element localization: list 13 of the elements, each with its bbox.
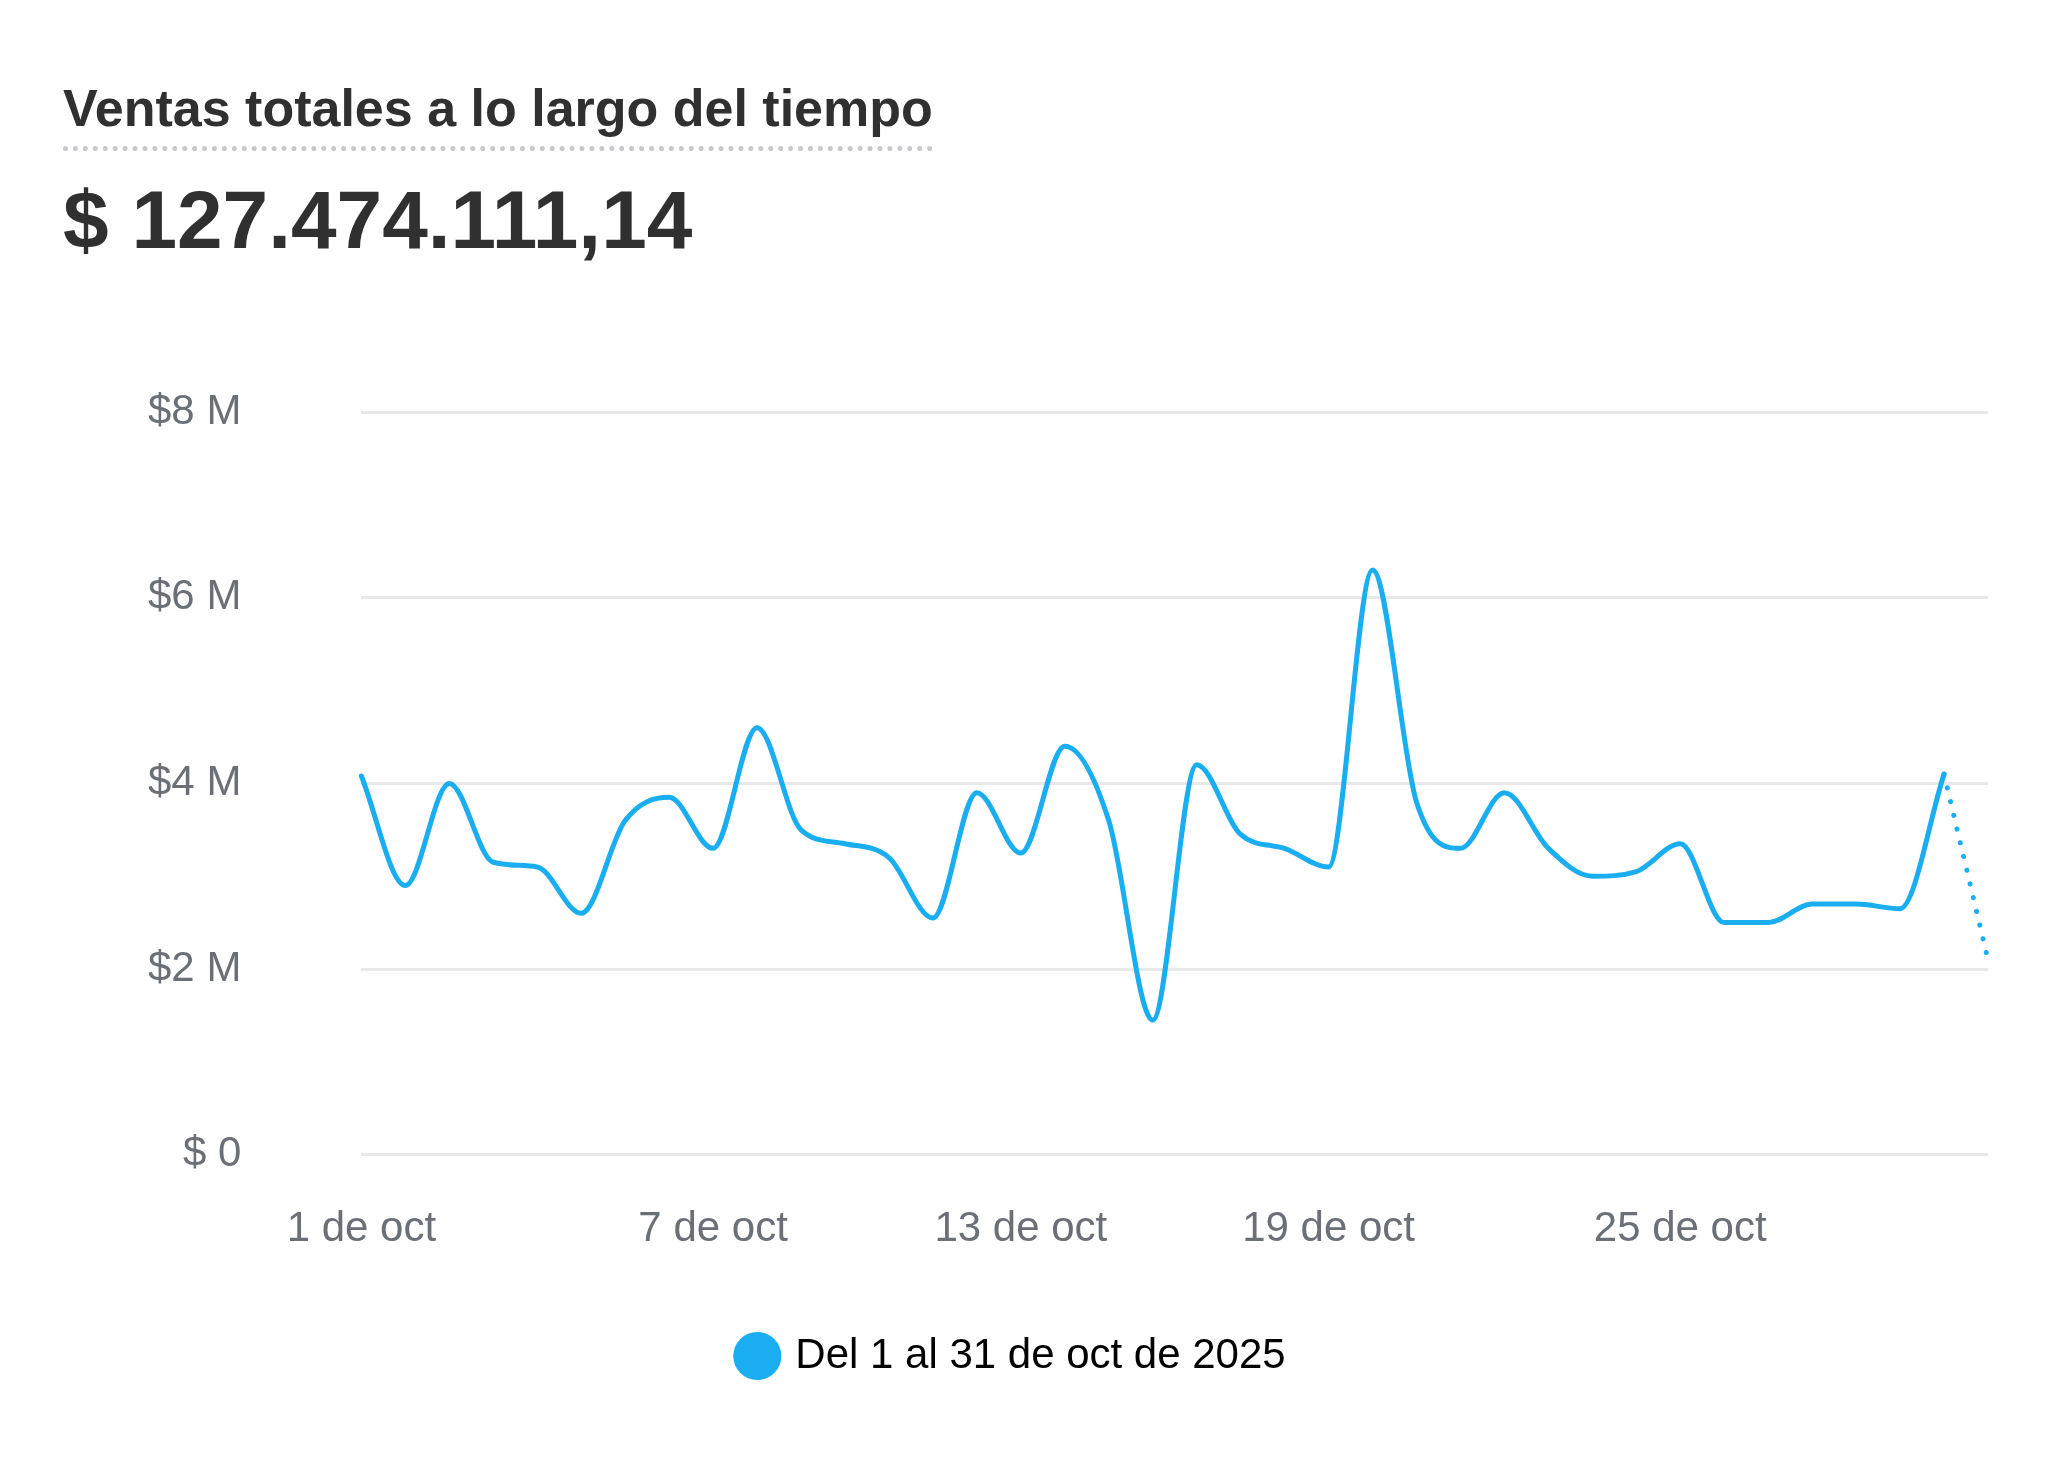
chart-subtitle: $ 127.474.111,14 — [63, 173, 694, 267]
x-tick-label: 19 de oct — [1242, 1203, 1416, 1251]
x-tick-label: 7 de oct — [638, 1203, 789, 1251]
chart-title: Ventas totales a lo largo del tiempo — [63, 78, 933, 151]
y-tick-label: $6 M — [148, 571, 242, 619]
x-tick-label: 1 de oct — [286, 1203, 437, 1251]
y-tick-label: $8 M — [148, 385, 242, 433]
y-tick-label: $ 0 — [182, 1128, 242, 1176]
x-tick-label: 13 de oct — [934, 1203, 1108, 1251]
legend-label: Del 1 al 31 de oct de 2025 — [795, 1329, 1286, 1377]
y-tick-label: $4 M — [148, 756, 242, 804]
y-tick-label: $2 M — [148, 942, 242, 990]
x-tick-label: 25 de oct — [1593, 1203, 1767, 1251]
